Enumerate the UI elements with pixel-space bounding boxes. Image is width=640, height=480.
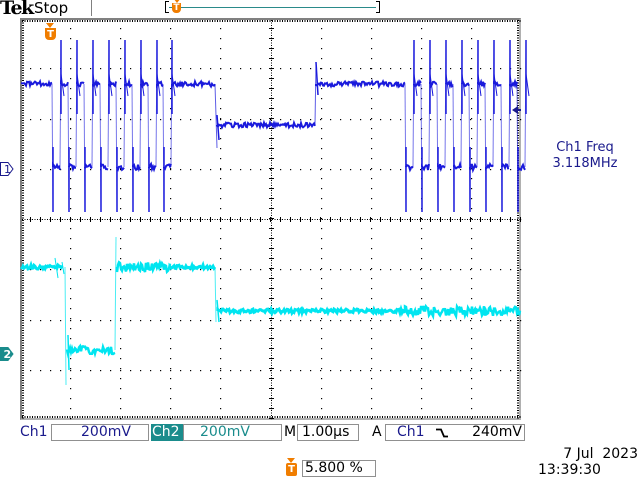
trigger-position-icon: T (45, 28, 56, 40)
svg-text:1: 1 (4, 163, 11, 176)
trigger-level: 240mV (472, 425, 522, 440)
ch1-label: Ch1 (20, 424, 48, 440)
timebase-value[interactable]: 1.00µs (297, 424, 359, 441)
trigger-settings[interactable]: Ch1 240mV (385, 424, 525, 441)
ch2-ground-marker[interactable]: 2 (0, 347, 14, 361)
falling-edge-icon (436, 428, 448, 438)
trigger-mode: A (372, 424, 382, 440)
timebase-label: M (284, 424, 296, 440)
svg-text:2: 2 (4, 348, 12, 361)
date: 7 Jul 2023 (538, 446, 638, 462)
ch1-ground-marker[interactable]: 1 (0, 162, 14, 176)
time: 13:39:30 (538, 462, 638, 478)
ch1-scale[interactable]: 200mV (51, 424, 149, 441)
measurement-value: 3.118MHz (530, 156, 640, 172)
trigger-position-value[interactable]: 5.800 % (302, 460, 376, 477)
datetime: 7 Jul 2023 13:39:30 (538, 446, 638, 478)
trigger-source: Ch1 (397, 425, 425, 440)
measurement-name: Ch1 Freq (530, 140, 640, 156)
ch2-label: Ch2 (151, 424, 183, 441)
trigger-position-label-icon: T (286, 463, 297, 476)
waveform-display (0, 0, 640, 480)
measurement-readout: Ch1 Freq 3.118MHz (530, 140, 640, 172)
ch2-scale[interactable]: 200mV (183, 424, 282, 441)
